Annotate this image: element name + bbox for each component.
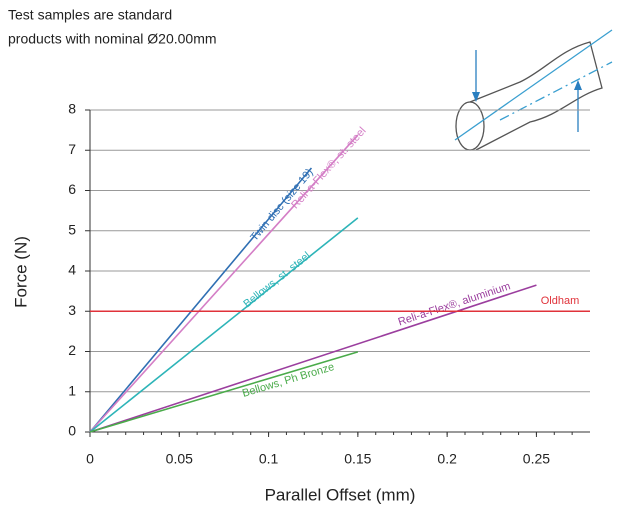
x-axis-label: Parallel Offset (mm): [265, 485, 416, 504]
y-tick-label: 5: [68, 221, 76, 237]
annotation: Test samples are standard: [8, 7, 172, 23]
line: [89, 284, 537, 433]
line: [89, 217, 359, 433]
x-tick-label: 0.05: [166, 451, 193, 467]
y-tick-label: 3: [68, 302, 76, 318]
annotation: products with nominal Ø20.00mm: [8, 31, 217, 47]
x-tick-label: 0.2: [437, 451, 457, 467]
y-tick-label: 8: [68, 101, 76, 117]
y-tick-label: 0: [68, 423, 76, 439]
y-tick-label: 7: [68, 141, 76, 157]
y-axis-label: Force (N): [11, 236, 30, 308]
y-tick-label: 4: [68, 262, 76, 278]
line-label: Reli-a-Flex®, st. steel: [289, 125, 368, 211]
x-tick-label: 0.1: [259, 451, 279, 467]
y-tick-label: 6: [68, 181, 76, 197]
shaft-icon: [454, 29, 613, 151]
line: [89, 167, 313, 433]
x-tick-label: 0.25: [523, 451, 550, 467]
line-label: Oldham: [541, 295, 580, 307]
y-tick-label: 2: [68, 342, 76, 358]
line: [89, 351, 359, 433]
x-tick-label: 0.15: [344, 451, 371, 467]
x-tick-label: 0: [86, 451, 94, 467]
line-label: Twin disc (size 19): [248, 166, 315, 243]
line: [89, 134, 359, 433]
line-label: Reli-a-Flex®, aluminium: [397, 280, 512, 328]
y-tick-label: 1: [68, 382, 76, 398]
line-label: Bellows, st. steel: [241, 250, 312, 311]
